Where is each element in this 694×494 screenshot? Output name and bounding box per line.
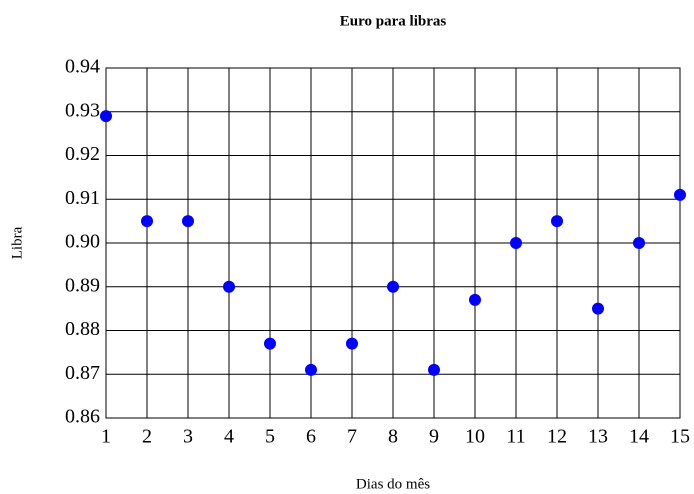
chart-title: Euro para libras [340,13,447,29]
y-tick-label: 0.88 [65,318,100,340]
point [469,293,481,306]
y-tick-label: 0.90 [65,231,100,253]
point [264,337,276,350]
y-tick-label: 0.91 [65,187,100,209]
y-tick-label: 0.89 [65,274,100,296]
point [387,280,399,293]
x-tick-label: 6 [306,426,316,448]
x-tick-label: 10 [465,426,485,448]
x-tick-label: 1 [101,426,111,448]
y-tick-label: 0.92 [65,143,100,165]
point [100,110,112,123]
point [674,188,686,201]
x-axis-label: Dias do mês [356,476,430,492]
x-tick-label: 9 [429,426,439,448]
x-tick-label: 14 [629,426,649,448]
x-tick-label: 15 [670,426,690,448]
x-tick-label: 4 [224,426,234,448]
point [223,280,235,293]
x-tick-label: 13 [588,426,608,448]
point [592,302,604,315]
y-tick-label: 0.87 [65,362,100,384]
x-tick-label: 8 [388,426,398,448]
plot-frame [105,67,681,419]
y-tick-label: 0.94 [65,56,100,78]
point [141,215,153,228]
x-tick-label: 2 [142,426,152,448]
x-tick-label: 7 [347,426,357,448]
point [551,215,563,228]
point [428,363,440,376]
y-tick-label: 0.93 [65,99,100,121]
x-tick-label: 12 [547,426,567,448]
y-tick-label: 0.86 [65,406,100,428]
x-tick-label: 11 [506,426,525,448]
point [633,237,645,249]
y-axis-label: Libra [9,226,25,259]
point [182,215,194,228]
point [305,363,317,376]
point [510,237,522,249]
point [346,337,358,350]
x-tick-label: 5 [265,426,275,448]
x-tick-label: 3 [183,426,193,448]
